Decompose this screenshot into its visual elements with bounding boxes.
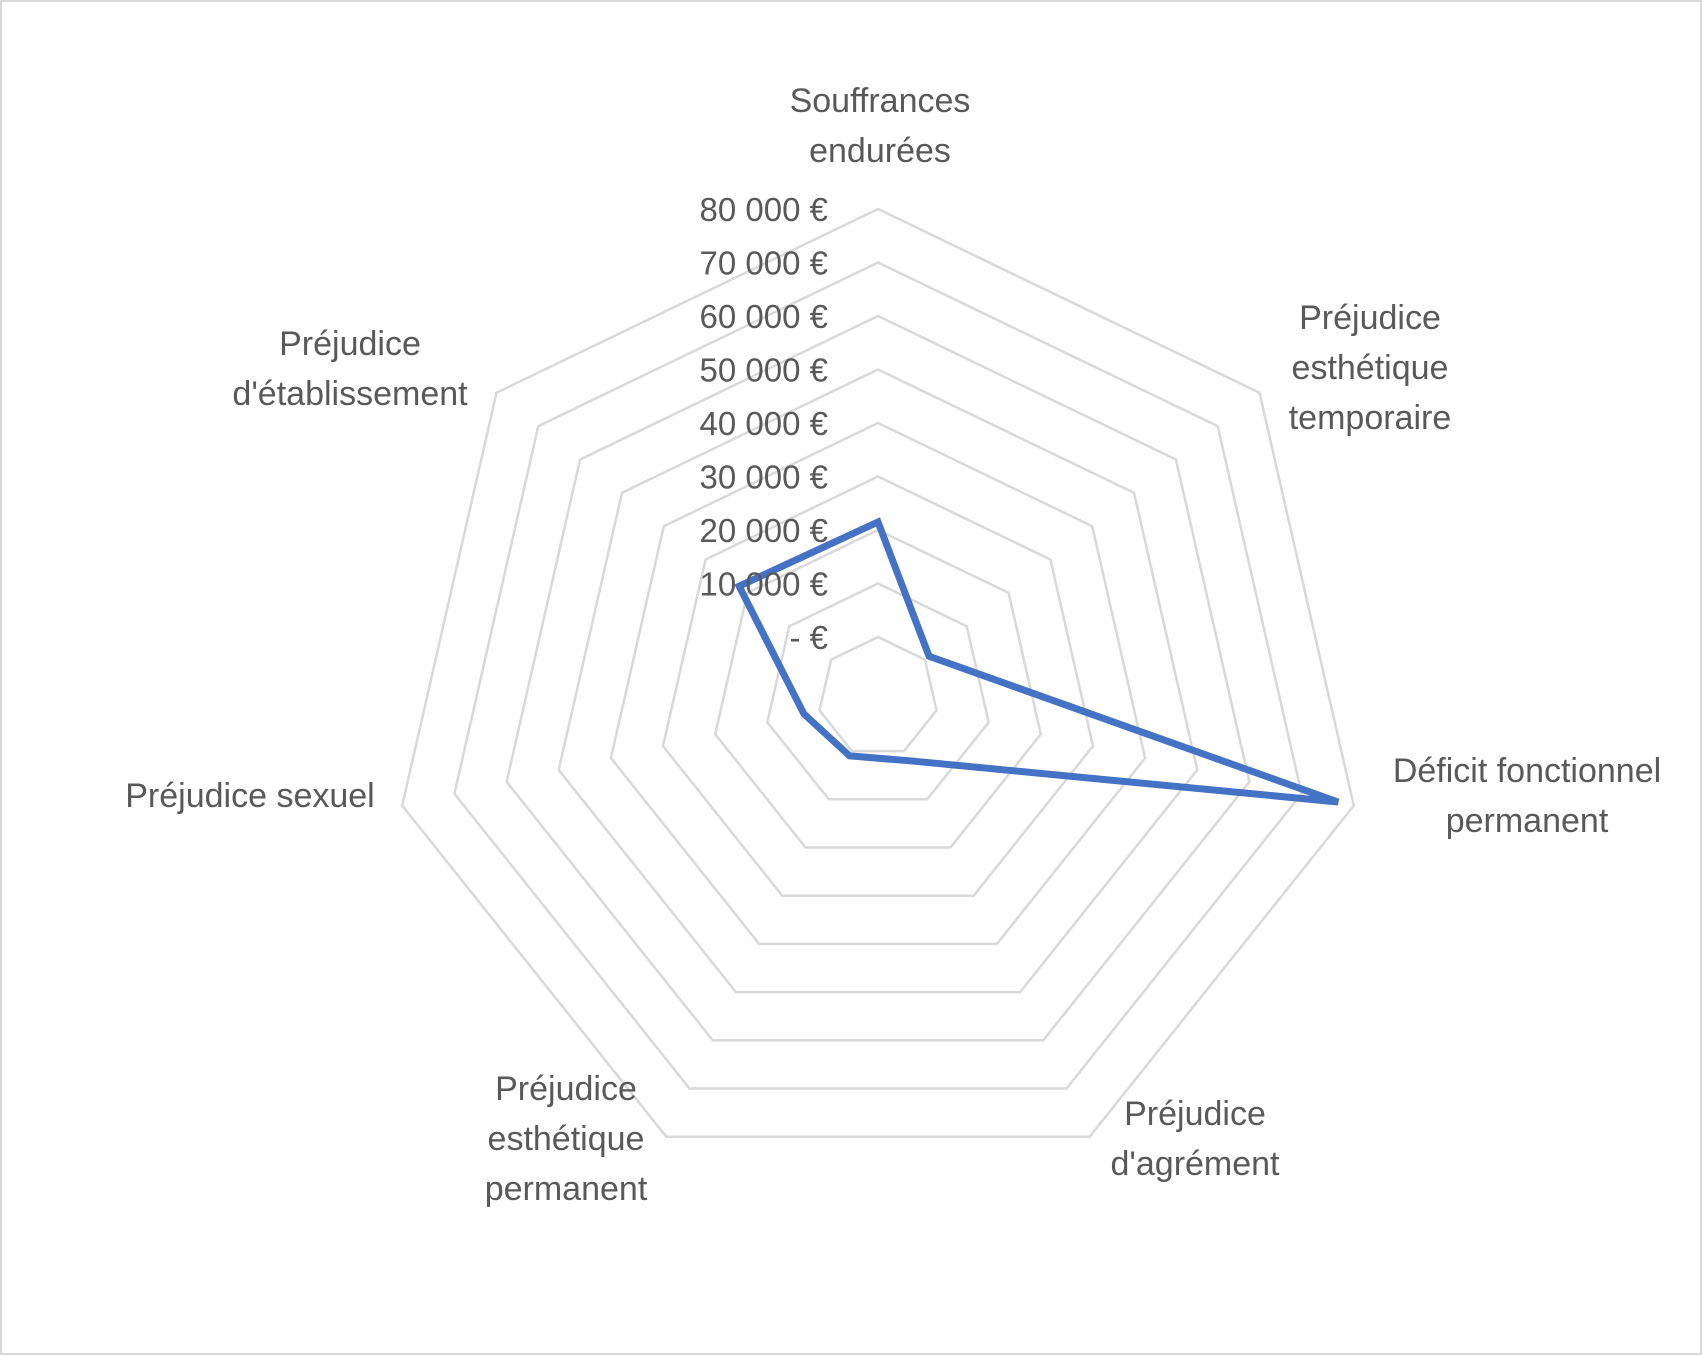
tick-label: 10 000 € <box>700 566 828 603</box>
tick-label-layer: - € 10 000 € 20 000 € 30 000 € 40 000 € 50 00… <box>700 191 828 656</box>
grid-ring-8 <box>402 209 1354 1137</box>
tick-label: 30 000 € <box>700 459 828 496</box>
category-label-5: Préjudice sexuel <box>125 777 374 815</box>
tick-label: 60 000 € <box>700 298 828 335</box>
tick-label: 80 000 € <box>700 191 828 228</box>
grid-ring-6 <box>507 316 1250 1040</box>
grid-layer <box>402 209 1354 1137</box>
tick-label: 50 000 € <box>700 352 828 389</box>
tick-label: 70 000 € <box>700 245 828 282</box>
tick-label: 40 000 € <box>700 405 828 442</box>
grid-ring-5 <box>559 370 1198 993</box>
grid-ring-4 <box>611 423 1145 944</box>
grid-ring-0 <box>820 637 937 751</box>
tick-label: 20 000 € <box>700 512 828 549</box>
tick-label: - € <box>789 619 828 656</box>
